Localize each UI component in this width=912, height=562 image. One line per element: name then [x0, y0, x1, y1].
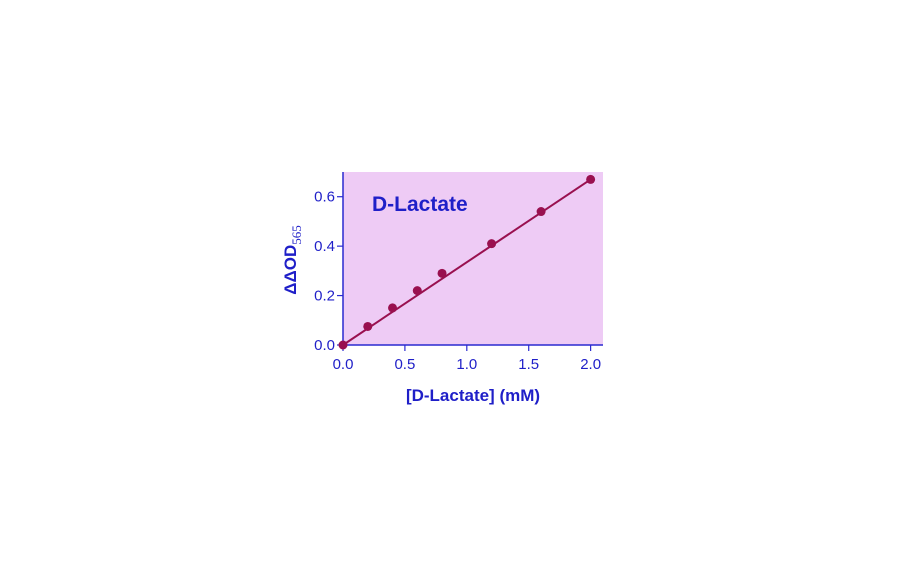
data-point	[412, 286, 422, 296]
y-axis-label-main: ΔΔOD	[281, 245, 300, 295]
y-tick-label: 0.4	[314, 238, 335, 255]
data-point	[536, 207, 546, 217]
y-tick-label: 0.6	[314, 189, 335, 206]
x-tick-label: 1.5	[518, 356, 539, 373]
data-point	[586, 174, 596, 184]
data-point	[437, 268, 447, 278]
chart-title: D-Lactate	[372, 193, 468, 216]
x-axis-label: [D-Lactate] (mM)	[406, 386, 540, 405]
data-point	[338, 340, 348, 350]
x-tick-label: 2.0	[580, 356, 601, 373]
y-axis-label: ΔΔOD565	[281, 225, 304, 294]
data-point	[487, 239, 497, 249]
x-tick-label: 1.0	[456, 356, 477, 373]
data-point	[363, 321, 373, 331]
y-tick-label: 0.2	[314, 288, 335, 305]
data-marks	[338, 174, 596, 350]
y-tick-label: 0.0	[314, 337, 335, 354]
x-tick-label: 0.0	[333, 356, 354, 373]
data-point	[388, 303, 398, 313]
fit-line	[342, 178, 592, 346]
axes: 0.0 0.5 1.0 1.5 2.0 0.0 0.2 0.4 0.6	[314, 172, 603, 373]
x-tick-label: 0.5	[394, 356, 415, 373]
y-axis-label-subscript: 565	[289, 225, 304, 245]
